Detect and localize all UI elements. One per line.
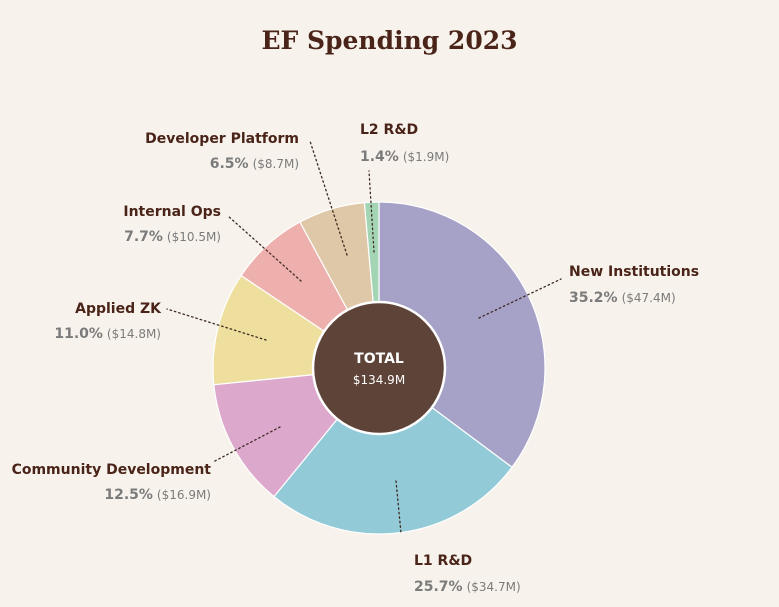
label-value-l2-rd: 1.4% ($1.9M) — [360, 149, 449, 165]
slice-l1-rd — [273, 367, 513, 535]
label-name-internal-ops: Internal Ops — [123, 204, 221, 220]
leader-line-community-development — [212, 426, 281, 463]
leader-line-applied-zk — [166, 308, 267, 341]
label-name-community-development: Community Development — [12, 462, 212, 478]
label-value-applied-zk: 11.0% ($14.8M) — [54, 326, 161, 342]
label-name-l2-rd: L2 R&D — [360, 122, 418, 138]
label-value-internal-ops: 7.7% ($10.5M) — [124, 229, 221, 245]
label-value-developer-platform: 6.5% ($8.7M) — [210, 156, 299, 172]
label-name-applied-zk: Applied ZK — [75, 301, 162, 317]
leader-line-developer-platform — [309, 140, 348, 256]
leader-line-internal-ops — [227, 215, 302, 282]
label-name-developer-platform: Developer Platform — [145, 131, 299, 147]
label-value-l1-rd: 25.7% ($34.7M) — [414, 579, 521, 595]
total-label: TOTAL — [354, 351, 404, 367]
label-name-l1-rd: L1 R&D — [414, 553, 472, 569]
leader-line-l1-rd — [395, 480, 402, 534]
slice-new-institutions — [378, 201, 546, 469]
label-value-new-institutions: 35.2% ($47.4M) — [569, 290, 676, 306]
leader-line-l2-rd — [368, 170, 375, 253]
label-name-new-institutions: New Institutions — [569, 264, 699, 280]
chart-title: EF Spending 2023 — [261, 26, 518, 55]
total-circle — [311, 300, 447, 436]
total-value: $134.9M — [353, 373, 405, 387]
label-value-community-development: 12.5% ($16.9M) — [104, 487, 211, 503]
leader-line-new-institutions — [478, 278, 562, 319]
